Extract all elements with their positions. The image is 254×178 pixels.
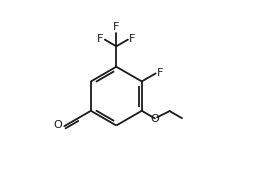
- Text: F: F: [113, 22, 120, 32]
- Text: F: F: [129, 34, 135, 44]
- Text: F: F: [97, 34, 104, 44]
- Text: O: O: [54, 120, 62, 130]
- Text: O: O: [151, 114, 160, 124]
- Text: F: F: [157, 68, 163, 78]
